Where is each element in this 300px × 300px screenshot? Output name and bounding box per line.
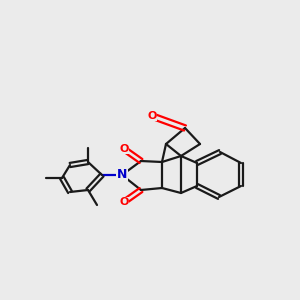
Text: N: N xyxy=(117,169,127,182)
Text: O: O xyxy=(119,144,129,154)
Text: O: O xyxy=(119,197,129,207)
Text: O: O xyxy=(147,111,157,121)
